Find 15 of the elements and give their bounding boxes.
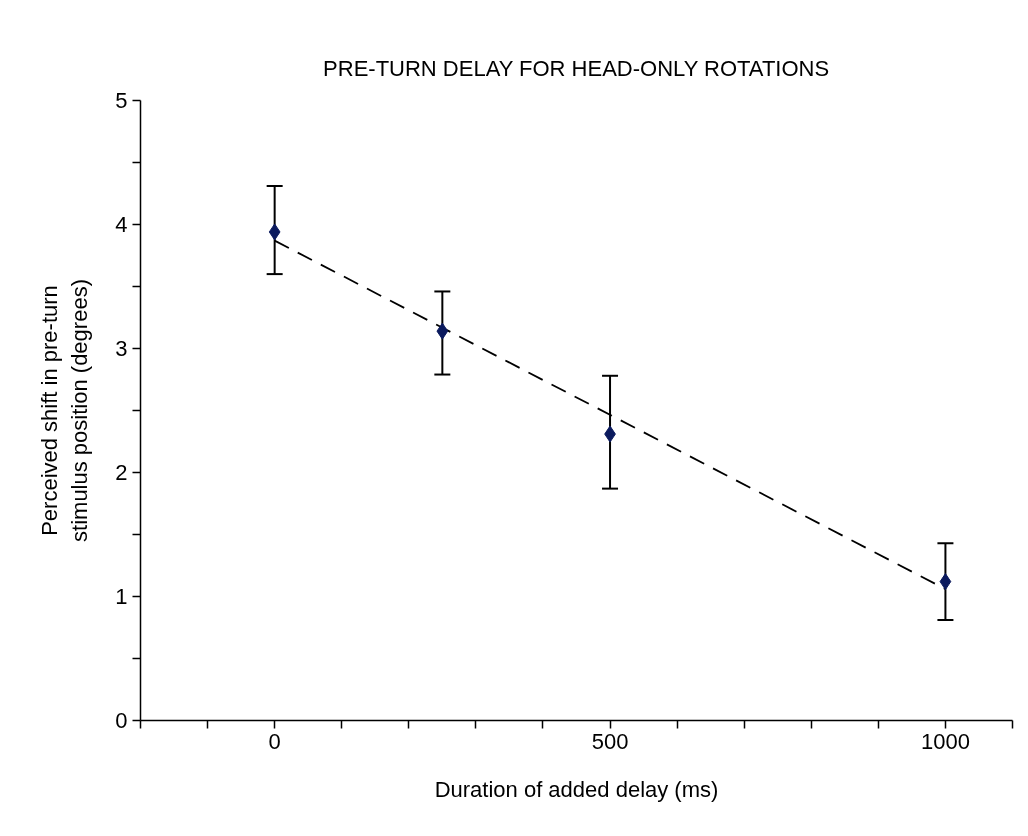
y-tick-label: 3 bbox=[115, 336, 128, 361]
y-tick-label: 2 bbox=[115, 460, 128, 485]
point bbox=[268, 223, 281, 241]
y-tick-label: 1 bbox=[115, 584, 128, 609]
x-tick-label: 0 bbox=[268, 728, 281, 754]
x-axis-title: Duration of added delay (ms) bbox=[434, 776, 719, 802]
y-tick-label: 5 bbox=[115, 88, 128, 113]
x-tick-label: 1000 bbox=[920, 728, 970, 754]
chart-title: PRE-TURN DELAY FOR HEAD-ONLY ROTATIONS bbox=[323, 55, 830, 81]
y-axis-title: Perceived shift in pre-turn stimulus position (degrees) bbox=[37, 279, 93, 542]
y-tick-label: 0 bbox=[115, 708, 128, 733]
y-tick-label: 4 bbox=[115, 212, 128, 237]
x-tick-label: 500 bbox=[591, 728, 629, 754]
point bbox=[939, 573, 952, 591]
point bbox=[436, 322, 449, 340]
